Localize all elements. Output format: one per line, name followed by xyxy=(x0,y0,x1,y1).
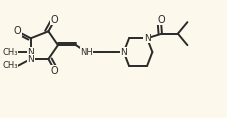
Text: NH: NH xyxy=(80,48,93,57)
Text: N: N xyxy=(120,48,127,57)
Text: CH₃: CH₃ xyxy=(2,48,18,57)
Text: CH₃: CH₃ xyxy=(2,61,18,70)
Text: O: O xyxy=(51,65,59,76)
Text: O: O xyxy=(157,15,165,25)
Text: N: N xyxy=(27,48,34,57)
Text: N: N xyxy=(144,34,151,43)
Text: O: O xyxy=(51,15,59,25)
Text: N: N xyxy=(27,55,34,63)
Text: O: O xyxy=(14,26,21,36)
